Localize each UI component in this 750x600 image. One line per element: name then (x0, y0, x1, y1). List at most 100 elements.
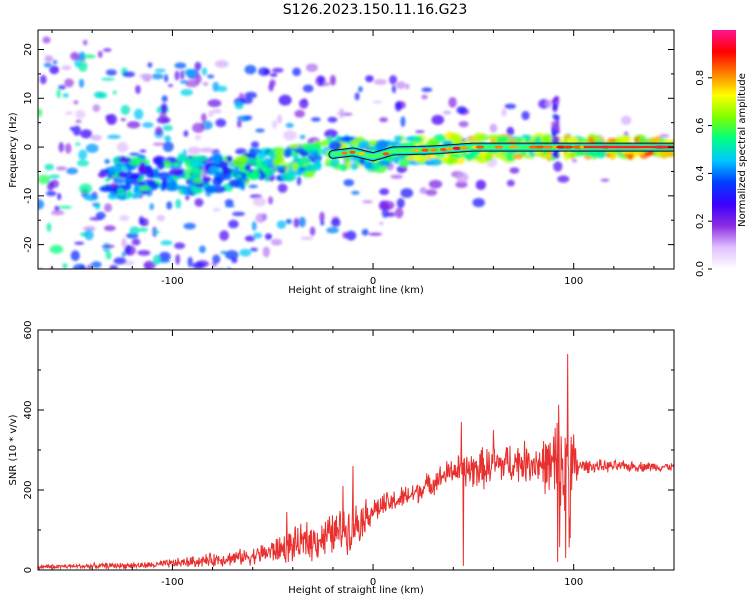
spectrogram-cell (38, 199, 45, 210)
ridge-hotspot (475, 145, 485, 149)
spectrogram-cell (184, 168, 192, 175)
spectrogram-cell (484, 153, 494, 162)
spectrogram-cell (255, 128, 265, 133)
spectrogram-cell (380, 200, 395, 211)
spectrogram-cell (120, 104, 131, 115)
spectrogram-cell (270, 238, 283, 246)
ridge-hotspot (382, 152, 390, 156)
spectrogram-cell (78, 51, 86, 61)
spectrogram-cell (255, 213, 266, 223)
spectrogram-cell (272, 156, 282, 166)
spectrogram-cell (258, 150, 267, 159)
spectrogram-cell (283, 130, 297, 141)
spectrogram-cell (72, 263, 87, 269)
spectrogram-cell (97, 171, 107, 178)
spectrogram-cell (151, 73, 164, 80)
spectrogram-cell (74, 142, 81, 146)
spectrogram-cell (200, 113, 207, 122)
x-tick-label: 0 (370, 577, 376, 588)
spectrogram-cell (428, 158, 443, 166)
spectrogram-cell (61, 65, 72, 71)
spectrogram-cell (225, 250, 239, 260)
spectrogram-cell (448, 96, 457, 108)
spectrogram-cell (82, 39, 88, 46)
spectrogram-cell (248, 147, 256, 157)
spectrogram-cell (553, 161, 563, 172)
spectrogram-cell (37, 315, 41, 319)
spectrogram-cell (90, 287, 100, 291)
spectrogram-cell (372, 100, 383, 104)
spectrogram-cell (189, 159, 203, 168)
spectrogram-cell (235, 173, 243, 179)
spectrogram-cell (158, 251, 171, 262)
spectrogram-cell (184, 272, 196, 277)
spectrogram-y-ticks: -20 -10 0 10 20 (23, 43, 674, 270)
ridge-hotspot (556, 145, 567, 149)
spectrogram-cell (449, 152, 461, 158)
spectrogram-cell (84, 229, 94, 241)
spectrogram-cell (512, 153, 524, 160)
ridge-hotspot (341, 151, 348, 155)
spectrogram-cell (181, 286, 188, 292)
spectrogram-cell (167, 174, 174, 185)
spectrogram-cell (555, 125, 561, 132)
spectrogram-cell (52, 59, 58, 65)
spectrogram-cell (153, 289, 160, 299)
spectrogram-cell (228, 179, 243, 188)
spectrogram-cell (554, 136, 560, 143)
spectrogram-cell (324, 129, 338, 139)
spectrogram-cell (109, 265, 118, 269)
spectrogram-cell (45, 190, 57, 197)
spectrogram-cell (239, 248, 252, 257)
ridge-hotspot (358, 151, 365, 156)
spectrogram-cell (330, 218, 341, 228)
spectrogram-cell (275, 148, 285, 157)
y-tick-label: -10 (23, 188, 34, 204)
spectrogram-cell (421, 87, 433, 93)
spectrogram-cell (343, 179, 355, 187)
spectrogram-cell (557, 175, 570, 183)
spectrogram-cell (473, 132, 488, 141)
spectrogram-cell (90, 261, 102, 269)
spectrogram-cell (276, 220, 287, 229)
spectrogram-cell (389, 75, 398, 85)
spectrogram-cell (152, 230, 161, 234)
spectrogram-cell (192, 122, 205, 133)
spectrogram-cell (400, 188, 414, 198)
spectrogram-cell (112, 298, 125, 307)
spectrogram-cell (309, 226, 316, 236)
spectrogram-cell (76, 159, 90, 167)
spectrogram-cell (211, 109, 222, 114)
spectrogram-cell (244, 164, 251, 172)
spectrogram-cell (105, 69, 117, 76)
spectrogram-cell (350, 162, 359, 170)
colorbar-gradient (712, 30, 736, 269)
spectrogram-cell (116, 141, 129, 153)
snr-series-line (38, 353, 674, 570)
spectrogram-cell (106, 113, 117, 125)
spectrogram-cell (57, 192, 62, 201)
spectrogram-cell (168, 84, 174, 88)
spectrogram-cell (122, 71, 135, 78)
spectrogram-cell (339, 163, 348, 172)
spectrogram-cell (212, 176, 223, 186)
spectrogram-cell (185, 194, 190, 201)
spectrogram-cell (104, 203, 112, 212)
spectrogram-cell (316, 146, 323, 157)
spectrogram-cell (174, 62, 187, 69)
spectrogram-cell (184, 68, 195, 76)
x-tick-label: 0 (370, 276, 376, 287)
spectrogram-cell (245, 157, 257, 165)
spectrogram-cell (189, 176, 198, 182)
spectrogram-frame (37, 29, 675, 270)
spectrogram-cell (194, 61, 202, 71)
spectrogram-cell (271, 67, 284, 73)
spectrogram-cell (117, 187, 125, 198)
spectrogram-cell (281, 172, 297, 182)
spectrogram-cell (195, 74, 202, 84)
spectrogram-cell (125, 244, 132, 255)
spectrogram-cell (146, 179, 157, 188)
spectrogram-cell (156, 159, 165, 170)
spectrogram-cell (306, 171, 315, 178)
spectrogram-cell (70, 250, 80, 262)
